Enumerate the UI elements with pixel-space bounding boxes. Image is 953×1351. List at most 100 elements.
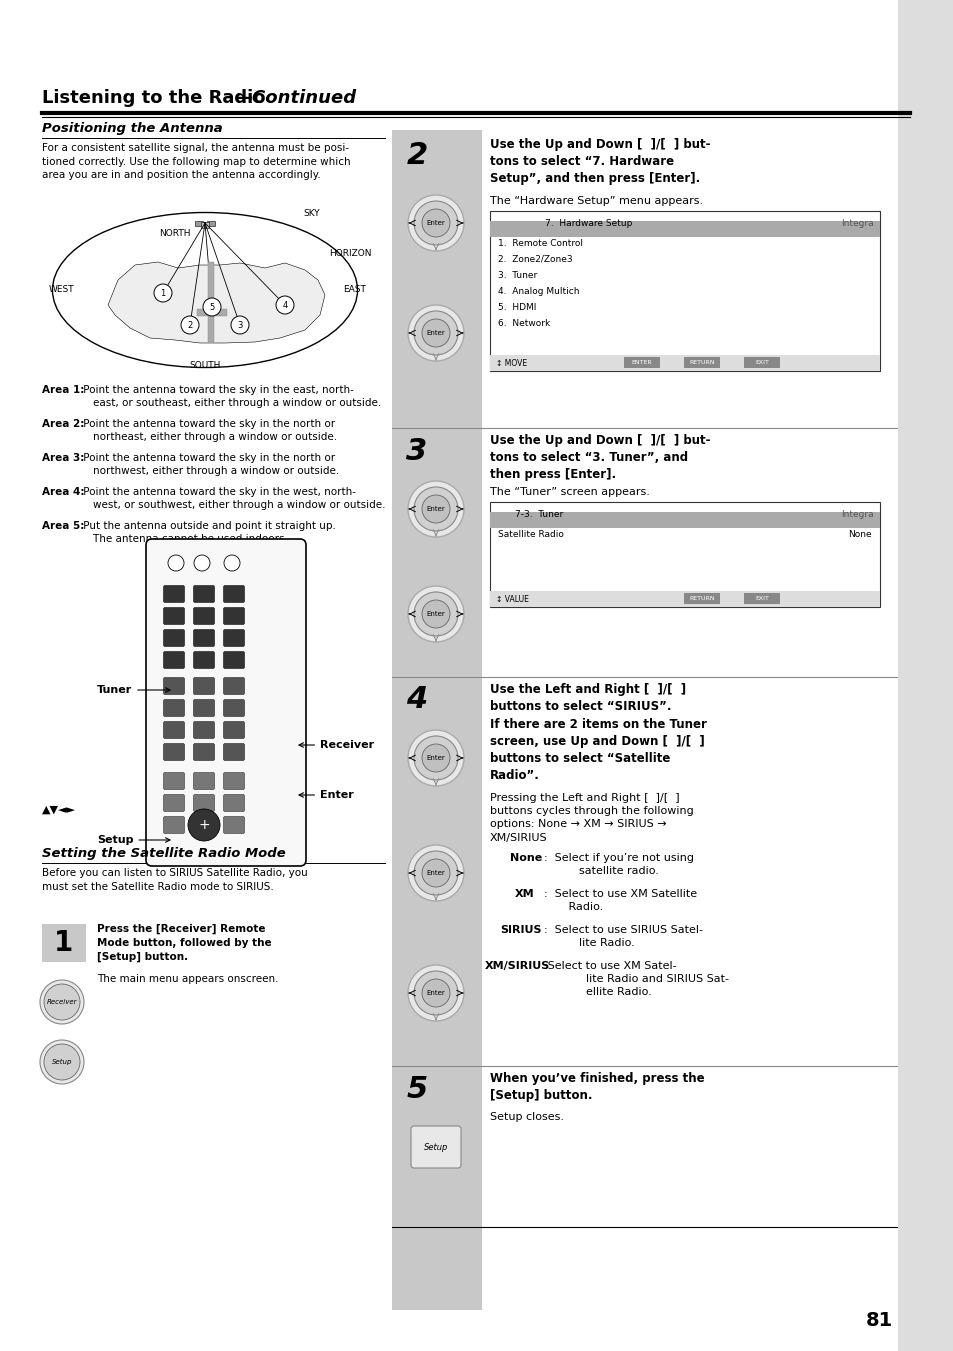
- Circle shape: [414, 201, 457, 245]
- Text: Put the antenna outside and point it straight up.
    The antenna cannot be used: Put the antenna outside and point it str…: [80, 521, 335, 544]
- FancyBboxPatch shape: [193, 721, 214, 739]
- Text: 4.  Analog Multich: 4. Analog Multich: [497, 286, 578, 296]
- FancyBboxPatch shape: [624, 357, 659, 367]
- FancyBboxPatch shape: [223, 773, 244, 789]
- FancyBboxPatch shape: [743, 357, 780, 367]
- Text: When you’ve finished, press the
[Setup] button.: When you’ve finished, press the [Setup] …: [490, 1071, 704, 1102]
- Text: :  Select to use SIRIUS Satel-
          lite Radio.: : Select to use SIRIUS Satel- lite Radio…: [543, 925, 702, 948]
- Circle shape: [421, 979, 450, 1006]
- Circle shape: [414, 311, 457, 355]
- Text: Area 3:: Area 3:: [42, 453, 84, 463]
- Bar: [196, 309, 227, 316]
- Text: SKY: SKY: [303, 208, 319, 218]
- Bar: [897, 0, 953, 1351]
- Text: Area 5:: Area 5:: [42, 521, 84, 531]
- Polygon shape: [108, 262, 325, 343]
- Text: 5.  HDMI: 5. HDMI: [497, 303, 536, 312]
- Text: Enter: Enter: [426, 507, 445, 512]
- Text: RETURN: RETURN: [688, 361, 714, 366]
- FancyBboxPatch shape: [193, 608, 214, 624]
- FancyBboxPatch shape: [223, 651, 244, 669]
- Text: None: None: [510, 852, 541, 863]
- Text: Enter: Enter: [426, 755, 445, 761]
- FancyBboxPatch shape: [223, 585, 244, 603]
- Text: Positioning the Antenna: Positioning the Antenna: [42, 122, 222, 135]
- Circle shape: [408, 195, 463, 251]
- Text: Use the Left and Right [  ]/[  ]
buttons to select “SIRIUS”.: Use the Left and Right [ ]/[ ] buttons t…: [490, 684, 685, 713]
- Text: 2: 2: [406, 141, 427, 169]
- FancyBboxPatch shape: [193, 677, 214, 694]
- Circle shape: [40, 979, 84, 1024]
- Text: Satellite Radio: Satellite Radio: [497, 530, 563, 539]
- Text: If there are 2 items on the Tuner
screen, use Up and Down [  ]/[  ]
buttons to s: If there are 2 items on the Tuner screen…: [490, 717, 706, 782]
- Text: 6.  Network: 6. Network: [497, 319, 550, 328]
- Text: EAST: EAST: [343, 285, 366, 293]
- Text: 2: 2: [187, 320, 193, 330]
- Text: Area 1:: Area 1:: [42, 385, 84, 394]
- FancyBboxPatch shape: [163, 608, 184, 624]
- Bar: [392, 678, 479, 1066]
- Circle shape: [408, 481, 463, 536]
- Text: WEST: WEST: [50, 285, 74, 295]
- Circle shape: [224, 555, 240, 571]
- Text: Area 4:: Area 4:: [42, 486, 85, 497]
- FancyBboxPatch shape: [193, 651, 214, 669]
- FancyBboxPatch shape: [223, 743, 244, 761]
- Text: :Select to use XM Satel-
            lite Radio and SIRIUS Sat-
            elli: :Select to use XM Satel- lite Radio and …: [543, 961, 728, 997]
- Circle shape: [408, 844, 463, 901]
- FancyBboxPatch shape: [223, 794, 244, 812]
- Bar: [392, 130, 481, 1310]
- Text: 5: 5: [406, 1074, 427, 1104]
- FancyBboxPatch shape: [743, 593, 780, 604]
- Text: 4: 4: [282, 300, 287, 309]
- FancyBboxPatch shape: [684, 357, 720, 367]
- Text: 7.  Hardware Setup: 7. Hardware Setup: [544, 219, 632, 228]
- Circle shape: [414, 486, 457, 531]
- Text: Setup: Setup: [423, 1143, 448, 1151]
- Text: Setting the Satellite Radio Mode: Setting the Satellite Radio Mode: [42, 847, 286, 861]
- Text: Point the antenna toward the sky in the north or
    northwest, either through a: Point the antenna toward the sky in the …: [80, 453, 339, 476]
- Text: Press the [Receiver] Remote
Mode button, followed by the
[Setup] button.: Press the [Receiver] Remote Mode button,…: [97, 924, 272, 962]
- FancyBboxPatch shape: [163, 677, 184, 694]
- Text: ↕ VALUE: ↕ VALUE: [496, 594, 528, 604]
- Text: Enter: Enter: [298, 790, 354, 800]
- Circle shape: [408, 965, 463, 1021]
- Bar: [490, 512, 879, 528]
- Circle shape: [231, 316, 249, 334]
- Text: Integra: Integra: [841, 509, 873, 519]
- Text: :  Select if you’re not using
          satellite radio.: : Select if you’re not using satellite r…: [543, 852, 693, 877]
- Circle shape: [408, 586, 463, 642]
- Text: 2.  Zone2/Zone3: 2. Zone2/Zone3: [497, 255, 572, 263]
- Text: 1: 1: [160, 289, 166, 297]
- FancyBboxPatch shape: [146, 539, 306, 866]
- Text: Enter: Enter: [426, 990, 445, 996]
- Circle shape: [168, 555, 184, 571]
- Circle shape: [408, 305, 463, 361]
- Text: Area 2:: Area 2:: [42, 419, 84, 430]
- Text: Pressing the Left and Right [  ]/[  ]
buttons cycles through the following
optio: Pressing the Left and Right [ ]/[ ] butt…: [490, 793, 693, 843]
- FancyBboxPatch shape: [163, 816, 184, 834]
- FancyBboxPatch shape: [163, 743, 184, 761]
- Text: 1: 1: [54, 929, 73, 957]
- Text: Enter: Enter: [426, 330, 445, 336]
- FancyBboxPatch shape: [223, 677, 244, 694]
- Bar: [490, 355, 879, 372]
- Bar: [207, 222, 214, 226]
- Text: The main menu appears onscreen.: The main menu appears onscreen.: [97, 974, 278, 984]
- Bar: [392, 1067, 479, 1227]
- Text: XM/SIRIUS: XM/SIRIUS: [484, 961, 550, 971]
- Text: Enter: Enter: [426, 870, 445, 875]
- Text: EXIT: EXIT: [754, 361, 768, 366]
- Text: None: None: [847, 530, 871, 539]
- Text: 1.  Remote Control: 1. Remote Control: [497, 239, 582, 249]
- Text: Integra: Integra: [841, 219, 873, 228]
- Bar: [392, 132, 479, 428]
- FancyBboxPatch shape: [223, 816, 244, 834]
- FancyBboxPatch shape: [163, 700, 184, 716]
- Text: EXIT: EXIT: [754, 597, 768, 601]
- Text: For a consistent satellite signal, the antenna must be posi-
tioned correctly. U: For a consistent satellite signal, the a…: [42, 143, 351, 180]
- Text: The “Hardware Setup” menu appears.: The “Hardware Setup” menu appears.: [490, 196, 702, 205]
- FancyBboxPatch shape: [193, 585, 214, 603]
- Bar: [392, 430, 479, 677]
- Bar: [194, 222, 203, 226]
